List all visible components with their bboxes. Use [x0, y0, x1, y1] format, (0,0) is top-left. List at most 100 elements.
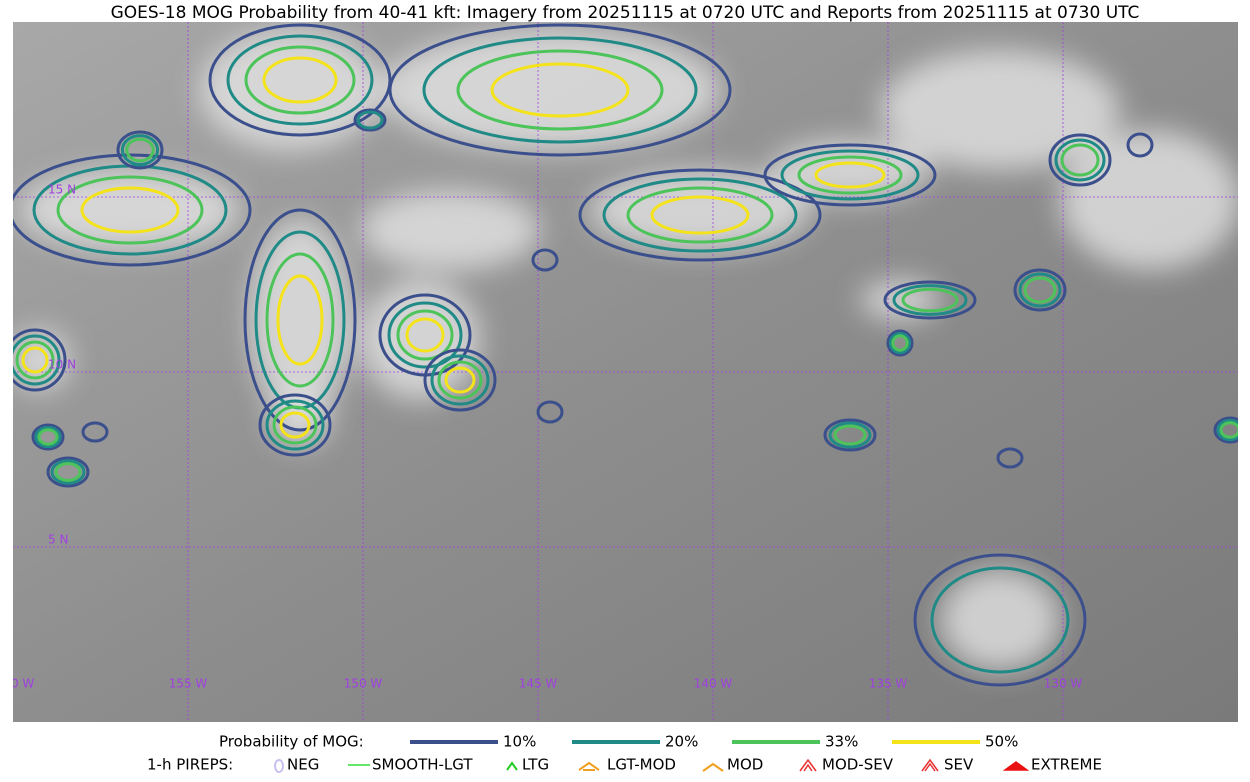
contour: [891, 334, 909, 352]
lon-label: 155 W: [169, 677, 208, 691]
pirep-symbol: [274, 759, 284, 773]
pirep-symbol: [921, 758, 939, 772]
contour: [54, 462, 82, 482]
contour: [1213, 416, 1238, 444]
contour: [1013, 268, 1067, 312]
map: 160 W 155 W 150 W 145 W 140 W 135 W 130 W 15 N 1…: [0, 22, 1238, 722]
legend-label: 33%: [825, 733, 858, 751]
map-labels: 160 W 155 W 150 W 145 W 140 W 135 W 130 W 15 N 1…: [0, 183, 1083, 691]
legend-title: 1-h PIREPS:: [147, 756, 233, 774]
graticule: [13, 22, 1238, 722]
contour: [356, 110, 384, 130]
contour: [930, 566, 1070, 674]
legend-label: 20%: [665, 733, 698, 751]
pirep-symbol: [578, 761, 600, 771]
contour: [883, 280, 977, 320]
contour: [578, 168, 822, 262]
contour: [1018, 272, 1062, 308]
pirep-symbol: [506, 761, 518, 771]
contour: [536, 400, 564, 424]
contour: [422, 36, 698, 144]
contour: [116, 130, 164, 170]
contour: [828, 421, 872, 449]
contour: [244, 45, 356, 115]
contour: [892, 284, 968, 316]
contour: [901, 287, 959, 313]
contour: [21, 346, 49, 374]
legend-label: 10%: [503, 733, 536, 751]
contour: [279, 411, 311, 439]
contour: [243, 208, 357, 432]
contour: [913, 553, 1087, 687]
contour: [37, 428, 59, 446]
cloud: [360, 190, 540, 270]
contour: [1054, 138, 1106, 182]
contour: [1023, 276, 1057, 304]
contour: [56, 175, 204, 245]
legend-title: Probability of MOG:: [219, 733, 364, 751]
contour: [1219, 421, 1238, 439]
contour: [437, 360, 483, 400]
contour: [602, 177, 798, 253]
contour: [814, 161, 886, 189]
lon-label: 135 W: [869, 677, 908, 691]
contour: [31, 423, 65, 451]
contour: [13, 334, 61, 386]
legend-label: LGT-MOD: [607, 756, 676, 774]
contour: [46, 456, 90, 488]
pirep-symbol: [799, 758, 817, 772]
lon-label: 130 W: [1044, 677, 1083, 691]
contour: [780, 149, 920, 201]
legend-label: SMOOTH-LGT: [372, 756, 473, 774]
cloud: [250, 220, 350, 420]
contour: [996, 447, 1024, 469]
contour: [276, 274, 324, 366]
contour: [80, 186, 180, 234]
contour: [833, 424, 867, 446]
contour: [490, 62, 630, 118]
legend: Probability of MOG: 1-h PIREPS: 10% 20% 33…: [147, 733, 1102, 774]
contour: [763, 143, 937, 207]
contour: [531, 248, 559, 272]
lat-label: 10 N: [48, 358, 76, 372]
contour: [258, 393, 332, 457]
cloud: [590, 170, 810, 250]
contour: [888, 331, 912, 355]
contour: [823, 418, 877, 452]
legend-label: EXTREME: [1031, 756, 1102, 774]
legend-label: LTG: [522, 756, 549, 774]
contour: [1216, 418, 1238, 442]
contour: [388, 23, 732, 157]
title: GOES-18 MOG Probability from 40-41 kft: …: [111, 3, 1140, 23]
contour: [444, 366, 476, 394]
contour: [81, 421, 109, 443]
pirep-symbol: [1002, 761, 1030, 771]
contour: [650, 195, 750, 235]
legend-label: NEG: [287, 756, 319, 774]
legend-label: SEV: [944, 756, 974, 774]
contour: [430, 354, 490, 406]
contour: [456, 49, 664, 131]
contour: [265, 252, 335, 388]
contour: [1048, 133, 1112, 187]
lon-label: 160 W: [0, 677, 34, 691]
contour: [265, 399, 325, 451]
contour: [353, 108, 387, 132]
pirep-symbol: [702, 762, 724, 772]
legend-label: 50%: [985, 733, 1018, 751]
contour: [262, 56, 338, 104]
contour: [15, 340, 55, 380]
contours: [13, 23, 1238, 687]
lon-label: 145 W: [519, 677, 558, 691]
contour: [50, 459, 86, 485]
contour: [272, 405, 318, 445]
contour: [34, 425, 62, 449]
contour: [405, 317, 445, 353]
contour: [387, 301, 463, 369]
contour: [396, 309, 454, 361]
lon-label: 150 W: [344, 677, 383, 691]
contour: [886, 329, 914, 357]
lat-label: 5 N: [48, 533, 68, 547]
contour: [208, 23, 392, 137]
